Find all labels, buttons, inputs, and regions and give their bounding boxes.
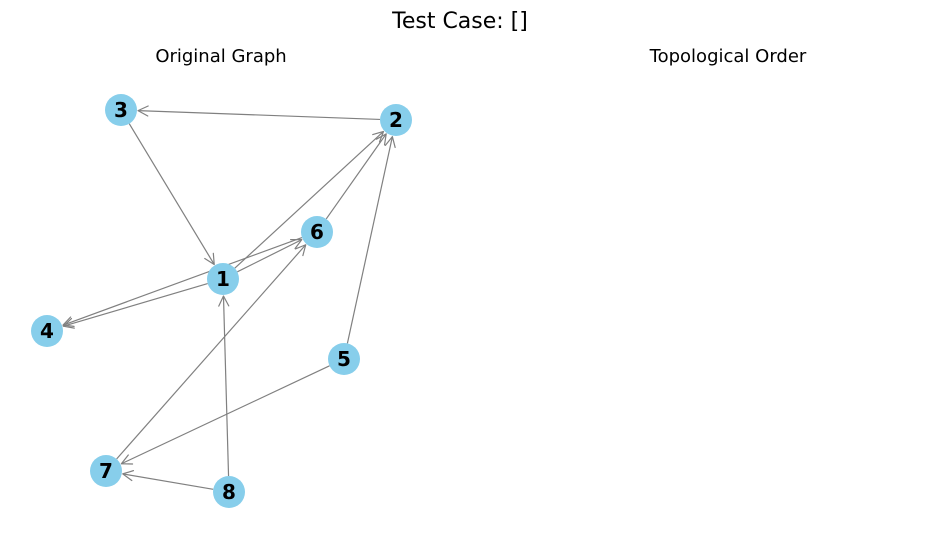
node-label: 7 — [99, 459, 113, 483]
arrow-head-icon — [375, 133, 387, 146]
arrow-head-icon — [62, 317, 75, 329]
edge-line — [63, 282, 208, 327]
edge-8-7 — [122, 470, 214, 490]
node-2: 2 — [380, 104, 412, 136]
edge-6-2 — [325, 133, 387, 220]
arrow-head-icon — [218, 295, 230, 307]
edge-line — [128, 123, 215, 265]
edge-6-4 — [62, 236, 303, 327]
edge-line — [237, 239, 303, 273]
node-label: 5 — [337, 347, 351, 371]
arrow-head-icon — [122, 470, 135, 482]
edge-3-1 — [128, 123, 215, 266]
edge-line — [325, 133, 387, 220]
node-1: 1 — [207, 263, 239, 295]
node-label: 8 — [222, 480, 236, 504]
edge-1-4 — [62, 282, 208, 329]
left-panel-title: Original Graph — [155, 46, 286, 67]
node-label: 4 — [40, 319, 54, 343]
node-label: 2 — [389, 108, 403, 132]
nodes-layer: 1 2 3 4 5 6 7 8 — [31, 94, 412, 508]
edge-line — [222, 295, 230, 477]
node-circle — [105, 94, 137, 126]
edge-line — [234, 131, 384, 269]
node-circle — [90, 455, 122, 487]
edge-7-6 — [116, 244, 307, 460]
node-8: 8 — [213, 476, 245, 508]
arrow-head-icon — [294, 244, 307, 257]
node-label: 3 — [114, 98, 128, 122]
edge-2-3 — [137, 105, 381, 121]
node-label: 1 — [216, 267, 230, 291]
edge-5-2 — [346, 136, 396, 344]
node-circle — [301, 216, 333, 248]
edge-line — [137, 110, 381, 121]
arrow-head-icon — [384, 136, 396, 149]
node-circle — [328, 343, 360, 375]
edge-line — [122, 473, 214, 490]
node-4: 4 — [31, 315, 63, 347]
edge-line — [116, 244, 307, 460]
edge-1-2 — [234, 130, 385, 269]
edge-line — [121, 365, 330, 465]
node-circle — [380, 104, 412, 136]
node-7: 7 — [90, 455, 122, 487]
arrow-head-icon — [204, 252, 215, 266]
edges-layer — [62, 105, 396, 490]
node-circle — [207, 263, 239, 295]
edge-5-7 — [120, 365, 330, 465]
figure-title: Test Case: [] — [391, 9, 528, 34]
edge-1-6 — [237, 239, 303, 273]
edge-line — [62, 236, 303, 326]
arrow-head-icon — [372, 130, 385, 143]
node-circle — [31, 315, 63, 347]
right-panel-title: Topological Order — [649, 46, 807, 67]
edge-8-1 — [218, 295, 230, 477]
arrow-head-icon — [290, 239, 303, 250]
node-circle — [213, 476, 245, 508]
node-3: 3 — [105, 94, 137, 126]
node-5: 5 — [328, 343, 360, 375]
arrow-head-icon — [120, 454, 134, 465]
node-label: 6 — [310, 220, 324, 244]
arrow-head-icon — [62, 316, 75, 327]
arrow-head-icon — [137, 105, 149, 117]
node-6: 6 — [301, 216, 333, 248]
edge-line — [346, 136, 393, 344]
